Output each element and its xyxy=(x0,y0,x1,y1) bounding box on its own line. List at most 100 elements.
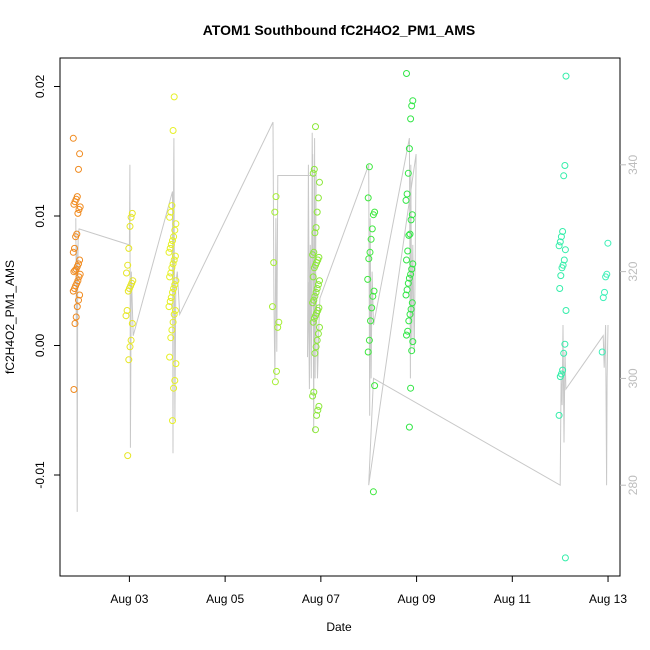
data-point xyxy=(365,163,373,171)
data-point xyxy=(169,127,177,134)
y2-tick-label: 320 xyxy=(626,261,640,281)
data-point xyxy=(408,347,416,355)
data-point xyxy=(75,296,82,304)
data-point xyxy=(311,229,319,237)
data-point xyxy=(72,313,80,321)
data-point xyxy=(69,248,77,256)
data-point xyxy=(365,255,373,263)
data-point xyxy=(561,554,569,562)
data-point xyxy=(369,488,377,496)
data-point xyxy=(367,317,374,325)
data-point xyxy=(555,411,563,419)
data-point xyxy=(314,330,322,338)
x-tick-label: Aug 07 xyxy=(302,592,340,606)
data-point xyxy=(169,260,177,268)
data-point xyxy=(167,269,175,277)
data-point xyxy=(123,307,131,314)
x-axis-label: Date xyxy=(326,620,352,634)
data-point xyxy=(313,411,321,419)
data-point xyxy=(408,211,416,219)
points-layer xyxy=(69,70,612,562)
x-tick-label: Aug 05 xyxy=(206,592,244,606)
data-point xyxy=(314,406,322,414)
data-point xyxy=(124,261,132,269)
data-point xyxy=(165,303,173,311)
y-tick-label: 0.00 xyxy=(33,333,47,357)
data-point xyxy=(167,208,175,216)
chart-title: ATOM1 Southbound fC2H4O2_PM1_AMS xyxy=(203,22,476,38)
data-point xyxy=(309,251,317,259)
x-tick-label: Aug 13 xyxy=(589,592,627,606)
data-point xyxy=(409,338,417,346)
data-point xyxy=(557,233,565,241)
data-point xyxy=(408,102,416,110)
y-tick-label: -0.01 xyxy=(33,461,47,489)
data-point xyxy=(561,340,569,348)
y2-tick-label: 300 xyxy=(626,368,640,388)
data-point xyxy=(309,392,317,400)
data-point xyxy=(364,348,372,356)
data-point xyxy=(166,273,174,281)
plot-frame xyxy=(59,57,621,577)
data-point xyxy=(128,209,136,217)
data-point xyxy=(166,244,174,252)
data-point xyxy=(313,336,321,344)
data-point xyxy=(126,222,134,230)
data-point xyxy=(556,285,564,292)
data-point xyxy=(165,248,173,256)
data-point xyxy=(169,288,176,296)
data-point xyxy=(310,165,318,173)
data-point xyxy=(403,256,410,264)
data-point xyxy=(311,292,319,300)
data-point xyxy=(314,194,322,202)
data-point xyxy=(368,225,376,233)
data-point xyxy=(270,259,278,267)
data-point xyxy=(371,382,379,390)
data-point xyxy=(405,231,413,239)
data-point xyxy=(272,193,280,201)
data-point xyxy=(168,202,176,210)
data-point xyxy=(315,402,323,410)
data-point xyxy=(169,318,177,326)
data-point xyxy=(170,93,178,101)
data-point xyxy=(271,378,279,386)
y-tick-label: 0.01 xyxy=(33,204,47,228)
data-point xyxy=(71,320,79,327)
data-point xyxy=(558,264,566,272)
data-point xyxy=(557,272,565,280)
data-point xyxy=(309,318,317,326)
data-point xyxy=(166,213,174,221)
data-point xyxy=(275,318,283,326)
data-point xyxy=(406,230,414,238)
data-point xyxy=(316,178,323,186)
data-point xyxy=(555,242,563,250)
data-point xyxy=(602,273,610,281)
data-point xyxy=(364,275,372,283)
data-point xyxy=(170,233,178,241)
data-point xyxy=(71,244,78,252)
data-point xyxy=(370,287,378,295)
data-point xyxy=(76,291,84,299)
data-point xyxy=(366,248,374,256)
data-point xyxy=(169,237,176,245)
data-point xyxy=(171,307,179,314)
data-point xyxy=(171,252,179,260)
data-point xyxy=(74,209,82,217)
data-point xyxy=(171,281,179,289)
data-point xyxy=(407,216,415,224)
data-point xyxy=(408,299,416,307)
data-point xyxy=(172,277,180,285)
data-point xyxy=(125,356,133,364)
data-point xyxy=(561,162,569,169)
x-tick-label: Aug 03 xyxy=(110,592,148,606)
data-point xyxy=(310,388,318,396)
gray-series-layer xyxy=(75,121,609,512)
data-point xyxy=(310,314,318,322)
data-point xyxy=(314,281,322,289)
data-point xyxy=(312,426,319,434)
data-point xyxy=(598,348,606,356)
data-point xyxy=(560,256,568,264)
data-point xyxy=(70,268,78,276)
data-point xyxy=(559,366,567,374)
data-point xyxy=(369,211,377,219)
